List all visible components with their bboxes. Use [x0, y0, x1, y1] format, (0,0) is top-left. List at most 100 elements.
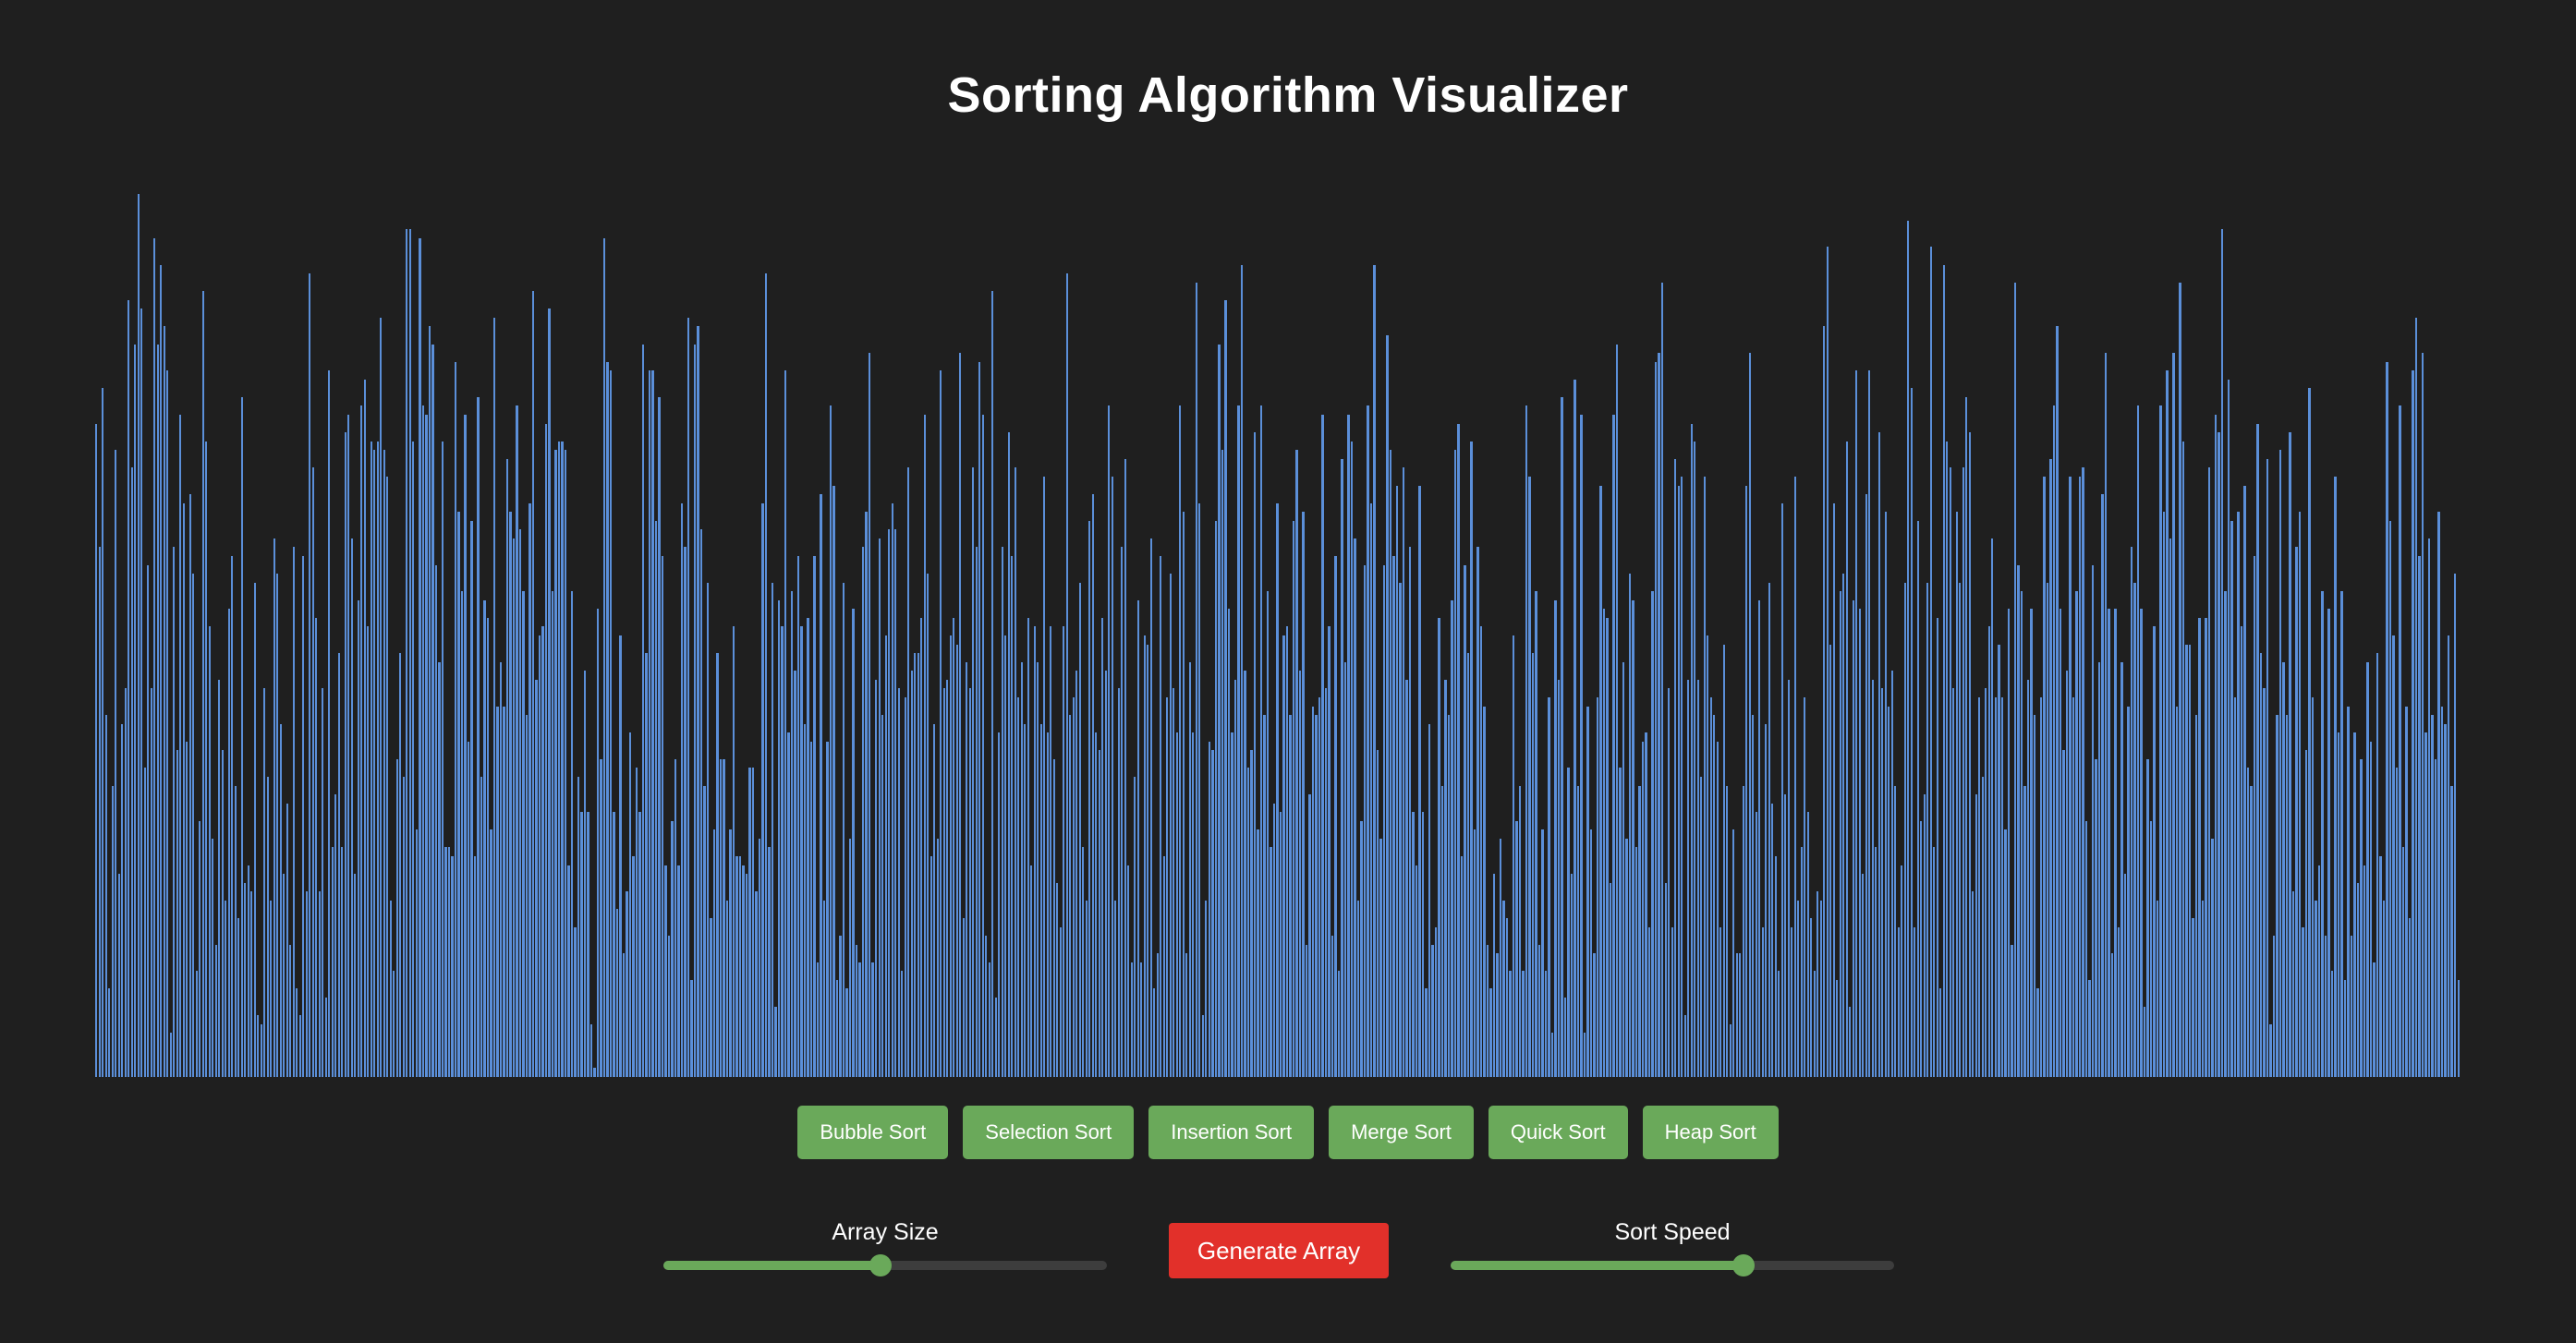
array-bar [117, 874, 120, 1077]
array-bar [978, 361, 981, 1077]
array-bar [270, 900, 273, 1077]
array-bar [234, 785, 237, 1077]
array-bar [1910, 388, 1913, 1077]
array-bar [609, 370, 613, 1077]
array-size-slider-thumb[interactable] [869, 1254, 893, 1276]
selection-sort-button[interactable]: Selection Sort [963, 1106, 1135, 1159]
array-bar [354, 874, 357, 1077]
array-bar [2373, 962, 2376, 1077]
array-size-slider[interactable] [663, 1254, 1107, 1276]
sort-speed-slider[interactable] [1451, 1254, 1894, 1276]
array-bar [1496, 953, 1499, 1077]
array-bar [2253, 556, 2256, 1077]
array-bar [561, 441, 564, 1077]
array-bar [674, 758, 677, 1077]
array-bar [2046, 582, 2049, 1077]
array-bar [972, 467, 975, 1077]
insertion-sort-button[interactable]: Insertion Sort [1148, 1106, 1315, 1159]
array-bar [244, 882, 247, 1077]
array-bar [577, 777, 580, 1077]
array-bar [2450, 785, 2453, 1077]
array-bar [1052, 758, 1055, 1077]
array-bar [257, 1015, 260, 1077]
array-size-label: Array Size [832, 1219, 939, 1245]
array-bar [1282, 635, 1285, 1077]
array-bar [2181, 441, 2185, 1077]
array-bar [1466, 653, 1470, 1077]
array-bar [1085, 900, 1088, 1077]
array-bar [1130, 962, 1133, 1077]
array-bar [1024, 723, 1027, 1077]
array-bar [2360, 758, 2363, 1077]
array-bar [596, 609, 600, 1077]
sort-speed-slider-thumb[interactable] [1732, 1254, 1755, 1276]
array-bar [544, 423, 548, 1077]
array-bar [1817, 891, 1819, 1077]
array-bar [324, 998, 327, 1077]
array-bar [1855, 370, 1858, 1077]
array-bar [2082, 467, 2084, 1077]
array-bar [1470, 441, 1473, 1077]
array-bar [1580, 415, 1583, 1077]
array-bar [2039, 696, 2043, 1077]
array-bar [389, 900, 392, 1077]
array-bar [505, 458, 509, 1077]
array-bar [1321, 415, 1324, 1077]
array-bar [140, 309, 143, 1077]
array-bar [564, 450, 567, 1077]
array-bar [1752, 715, 1755, 1077]
array-bar [1233, 679, 1237, 1077]
array-bar [829, 405, 832, 1077]
array-bar [1162, 856, 1165, 1077]
array-bar [593, 1068, 596, 1077]
array-bar [1632, 599, 1634, 1077]
array-bar [431, 344, 434, 1077]
array-bar [2185, 644, 2188, 1077]
array-bar [279, 723, 282, 1077]
array-bar [962, 917, 965, 1077]
array-bar [137, 194, 140, 1077]
array-bar [966, 661, 968, 1077]
array-bar [1447, 715, 1451, 1077]
array-bar [1780, 502, 1783, 1077]
array-bar [2315, 900, 2317, 1077]
bubble-sort-button[interactable]: Bubble Sort [797, 1106, 949, 1159]
array-bar [936, 838, 939, 1077]
array-bar [1205, 900, 1208, 1077]
heap-sort-button[interactable]: Heap Sort [1642, 1106, 1779, 1159]
array-bar [1606, 617, 1609, 1077]
array-bar [1240, 264, 1244, 1077]
array-bar [712, 829, 716, 1077]
array-bar [1548, 696, 1550, 1077]
quick-sort-button[interactable]: Quick Sort [1488, 1106, 1628, 1159]
array-bar [2146, 758, 2149, 1077]
array-bar [661, 556, 664, 1077]
array-bar [677, 865, 680, 1077]
array-bar [1428, 723, 1431, 1077]
merge-sort-button[interactable]: Merge Sort [1329, 1106, 1474, 1159]
array-bar [176, 750, 178, 1077]
array-bar [1784, 794, 1787, 1077]
array-bar [1065, 273, 1068, 1077]
array-bar [1295, 450, 1298, 1077]
array-bar [147, 564, 150, 1077]
array-bar [124, 688, 127, 1077]
array-bar [626, 891, 628, 1077]
array-bar [1729, 1023, 1732, 1077]
array-bar [1998, 644, 2000, 1077]
array-bar [496, 706, 499, 1077]
array-bar [2256, 423, 2259, 1077]
array-bar [1421, 812, 1425, 1077]
array-bar [102, 388, 104, 1077]
generate-array-button[interactable]: Generate Array [1169, 1223, 1389, 1278]
array-bar [231, 556, 234, 1077]
array-bar [2424, 732, 2427, 1077]
array-bar [492, 317, 496, 1077]
array-bar [1774, 856, 1777, 1077]
array-bar [1739, 953, 1742, 1077]
array-bar [111, 785, 114, 1077]
array-bar [395, 758, 398, 1077]
array-bar [1946, 441, 1949, 1077]
array-bar [2412, 370, 2414, 1077]
